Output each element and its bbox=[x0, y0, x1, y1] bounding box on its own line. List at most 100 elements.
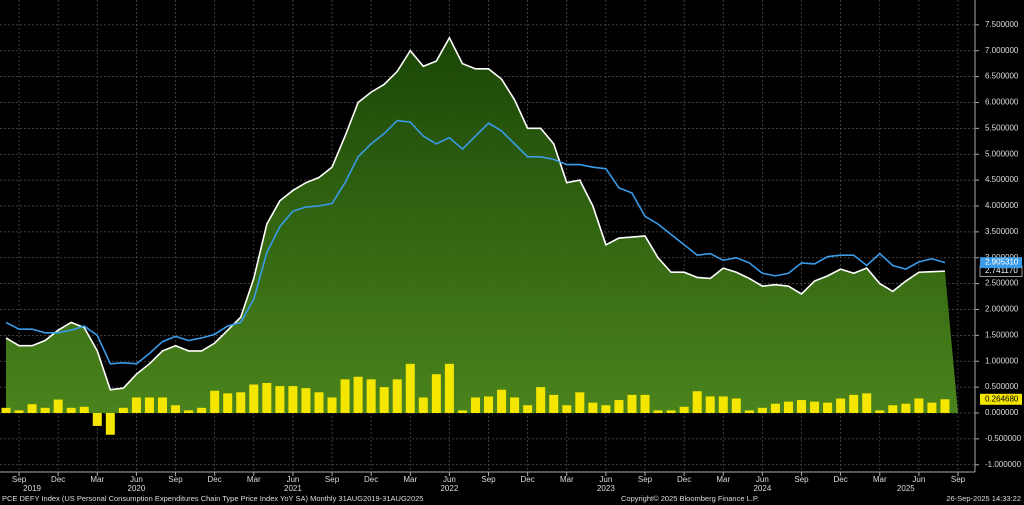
bar bbox=[118, 407, 128, 413]
bar bbox=[1, 407, 11, 413]
bar bbox=[301, 388, 311, 413]
bar bbox=[105, 413, 115, 435]
bar bbox=[510, 397, 520, 413]
y-tick-label: 2.500000 bbox=[985, 279, 1019, 288]
x-tick-label: Jun bbox=[286, 475, 299, 484]
bar bbox=[588, 402, 598, 413]
bar bbox=[601, 405, 611, 413]
year-label: 2022 bbox=[440, 484, 458, 493]
x-tick-label: Dec bbox=[208, 475, 222, 484]
bar bbox=[92, 413, 102, 426]
bar bbox=[340, 379, 350, 413]
bar bbox=[144, 397, 154, 413]
bar bbox=[614, 400, 624, 413]
bar bbox=[627, 394, 637, 413]
bar bbox=[927, 402, 937, 413]
year-label: 2019 bbox=[23, 484, 41, 493]
line bbox=[5, 36, 945, 391]
y-tick-label: 7.000000 bbox=[985, 46, 1019, 55]
x-tick-label: Sep bbox=[12, 475, 27, 484]
x-tick-label: Dec bbox=[677, 475, 691, 484]
bar bbox=[197, 407, 207, 413]
bar bbox=[249, 384, 259, 413]
x-tick-label: Mar bbox=[247, 475, 261, 484]
y-tick-label: 5.000000 bbox=[985, 149, 1019, 158]
bar bbox=[705, 396, 715, 413]
bar bbox=[575, 392, 585, 413]
x-tick-label: Sep bbox=[481, 475, 496, 484]
bar bbox=[484, 396, 494, 413]
bar bbox=[275, 386, 285, 413]
bar bbox=[875, 410, 885, 413]
bar bbox=[523, 405, 533, 413]
y-tick-label: 0.000000 bbox=[985, 408, 1019, 417]
bar bbox=[379, 387, 389, 413]
bar bbox=[236, 392, 246, 413]
bar bbox=[288, 386, 298, 413]
bar bbox=[470, 397, 480, 413]
bar bbox=[783, 401, 793, 413]
bar bbox=[679, 406, 689, 413]
x-tick-label: Dec bbox=[834, 475, 848, 484]
y-tick-label: -1.000000 bbox=[985, 460, 1022, 469]
y-tick-label: 1.000000 bbox=[985, 356, 1019, 365]
bar bbox=[692, 391, 702, 413]
bar bbox=[901, 403, 911, 413]
bar bbox=[940, 399, 950, 413]
year-label: 2023 bbox=[597, 484, 615, 493]
x-tick-label: Jun bbox=[599, 475, 612, 484]
bar bbox=[757, 407, 767, 413]
y-tick-label: 4.500000 bbox=[985, 175, 1019, 184]
bar bbox=[770, 403, 780, 413]
bar bbox=[184, 410, 194, 413]
bar bbox=[53, 399, 63, 413]
x-tick-label: Mar bbox=[560, 475, 574, 484]
y-tick-label: 5.500000 bbox=[985, 123, 1019, 132]
x-tick-label: Jun bbox=[130, 475, 143, 484]
year-label: 2021 bbox=[284, 484, 302, 493]
last-value-box bbox=[980, 257, 1022, 269]
bar bbox=[836, 398, 846, 413]
bar bbox=[157, 397, 167, 413]
bar bbox=[40, 407, 50, 413]
y-tick-label: 0.500000 bbox=[985, 382, 1019, 391]
bar bbox=[171, 405, 181, 413]
bar bbox=[262, 382, 272, 413]
bar bbox=[353, 376, 363, 413]
bar bbox=[314, 392, 324, 413]
area bbox=[6, 37, 958, 413]
x-tick-label: Sep bbox=[638, 475, 653, 484]
bar bbox=[14, 410, 24, 413]
bar bbox=[223, 393, 233, 413]
x-tick-label: Dec bbox=[51, 475, 65, 484]
y-tick-label: 2.000000 bbox=[985, 305, 1019, 314]
footer-right: 26-Sep-2025 14:33:22 bbox=[946, 494, 1021, 503]
bar bbox=[366, 379, 376, 413]
bar bbox=[810, 401, 820, 413]
bar bbox=[666, 410, 676, 413]
bar bbox=[418, 397, 428, 413]
y-tick-label: 6.000000 bbox=[985, 98, 1019, 107]
bar bbox=[549, 394, 559, 413]
bar bbox=[79, 406, 89, 413]
bar bbox=[405, 363, 415, 413]
x-tick-label: Sep bbox=[794, 475, 809, 484]
bar bbox=[862, 393, 872, 413]
footer-left: PCE DEFY Index (US Personal Consumption … bbox=[2, 494, 423, 503]
x-tick-label: Sep bbox=[325, 475, 340, 484]
y-tick-label: 1.500000 bbox=[985, 330, 1019, 339]
year-label: 2024 bbox=[753, 484, 771, 493]
bar bbox=[327, 397, 337, 413]
x-tick-label: Dec bbox=[521, 475, 535, 484]
x-tick-label: Jun bbox=[912, 475, 925, 484]
bar bbox=[392, 379, 402, 413]
bar bbox=[210, 390, 220, 413]
year-label: 2020 bbox=[128, 484, 146, 493]
last-value-label: 2.905310 bbox=[985, 258, 1019, 267]
x-tick-label: Jun bbox=[756, 475, 769, 484]
bar bbox=[718, 396, 728, 413]
bar bbox=[823, 402, 833, 413]
x-tick-label: Mar bbox=[403, 475, 417, 484]
bar bbox=[640, 394, 650, 413]
